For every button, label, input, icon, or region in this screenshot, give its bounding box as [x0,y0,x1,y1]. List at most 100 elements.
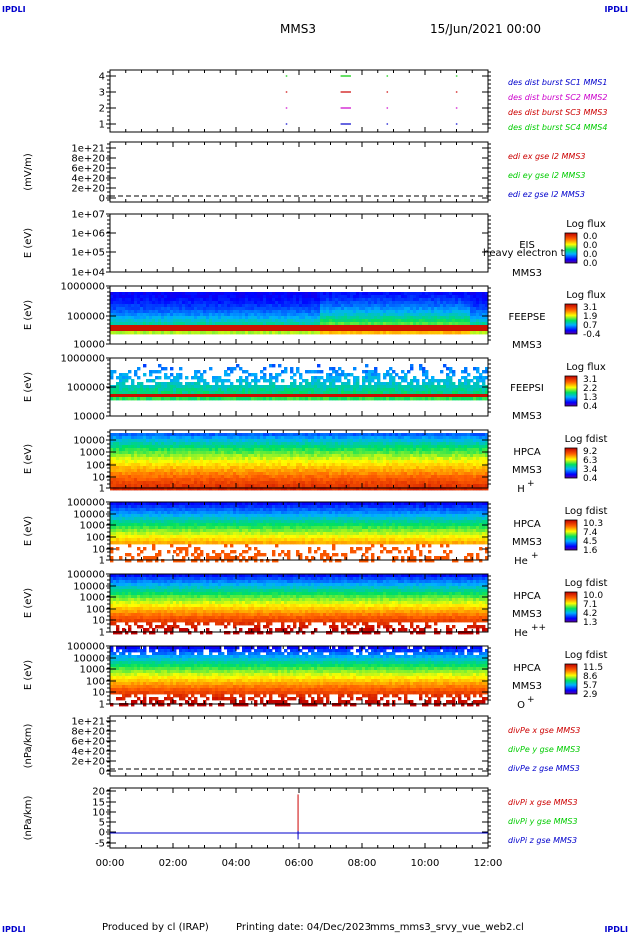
heatmap-cell [335,322,339,326]
heatmap-cell [314,382,318,386]
heatmap-cell [179,478,183,482]
heatmap-cell [128,370,132,374]
heatmap-cell [449,292,453,296]
heatmap-cell [296,316,300,320]
heatmap-cell [134,301,138,305]
heatmap-cell [116,472,120,476]
heatmap-cell [149,466,153,470]
heatmap-cell [335,304,339,308]
heatmap-cell [335,463,339,467]
heatmap-cell [281,478,285,482]
heatmap-cell [365,391,369,395]
heatmap-cell [317,391,321,395]
heatmap-cell [221,307,225,311]
heatmap-cell [320,466,324,470]
heatmap-cell [140,322,144,326]
heatmap-cell [260,292,264,296]
heatmap-cell [383,382,387,386]
heatmap-cell [125,316,129,320]
heatmap-cell [383,295,387,299]
heatmap-cell [326,451,330,455]
heatmap-cell [344,445,348,449]
heatmap-cell [395,322,399,326]
heatmap-cell [305,448,309,452]
heatmap-cell [353,478,357,482]
heatmap-cell [356,445,360,449]
heatmap-cell [245,322,249,326]
heatmap-cell [311,466,315,470]
heatmap-cell [311,472,315,476]
heatmap-cell [338,463,342,467]
heatmap-cell [350,394,354,398]
heatmap-cell [137,328,141,332]
heatmap-cell [365,304,369,308]
heatmap-cell [356,313,360,317]
heatmap-cell [416,328,420,332]
heatmap-cell [281,445,285,449]
heatmap-cell [443,325,447,329]
heatmap-cell [215,451,219,455]
heatmap-cell [356,385,360,389]
heatmap-cell [122,388,126,392]
heatmap-cell [179,376,183,380]
heatmap-cell [281,448,285,452]
heatmap-cell [164,463,168,467]
heatmap-cell [338,376,342,380]
heatmap-cell [146,307,150,311]
heatmap-cell [191,484,195,488]
heatmap-cell [140,478,144,482]
heatmap-cell [374,472,378,476]
heatmap-cell [221,469,225,473]
heatmap-cell [281,487,285,491]
heatmap-cell [122,292,126,296]
heatmap-cell [320,442,324,446]
heatmap-cell [185,295,189,299]
heatmap-cell [155,385,159,389]
heatmap-cell [281,313,285,317]
heatmap-cell [122,487,126,491]
heatmap-cell [206,295,210,299]
heatmap-cell [209,307,213,311]
heatmap-cell [341,331,345,335]
heatmap-cell [152,310,156,314]
heatmap-cell [137,457,141,461]
heatmap-cell [440,385,444,389]
heatmap-cell [353,472,357,476]
heatmap-cell [110,466,114,470]
heatmap-cell [365,472,369,476]
heatmap-cell [386,295,390,299]
heatmap-cell [365,328,369,332]
heatmap-cell [482,295,486,299]
heatmap-cell [362,469,366,473]
heatmap-cell [341,472,345,476]
heatmap-cell [266,478,270,482]
heatmap-cell [146,454,150,458]
heatmap-cell [140,457,144,461]
heatmap-cell [203,457,207,461]
heatmap-cell [431,319,435,323]
heatmap-cell [362,448,366,452]
heatmap-cell [329,478,333,482]
heatmap-cell [155,475,159,479]
heatmap-cell [464,322,468,326]
heatmap-cell [365,301,369,305]
heatmap-cell [218,469,222,473]
heatmap-cell [245,463,249,467]
heatmap-cell [284,451,288,455]
heatmap-cell [461,382,465,386]
heatmap-cell [362,310,366,314]
heatmap-cell [233,292,237,296]
heatmap-cell [125,478,129,482]
heatmap-cell [275,319,279,323]
heatmap-cell [317,385,321,389]
heatmap-cell [296,460,300,464]
heatmap-cell [137,478,141,482]
y-tick-label: 1000000 [60,354,105,365]
heatmap-cell [302,385,306,389]
heatmap-cell [200,316,204,320]
heatmap-cell [368,469,372,473]
heatmap-cell [218,391,222,395]
heatmap-cell [206,325,210,329]
heatmap-cell [350,313,354,317]
heatmap-cell [347,454,351,458]
